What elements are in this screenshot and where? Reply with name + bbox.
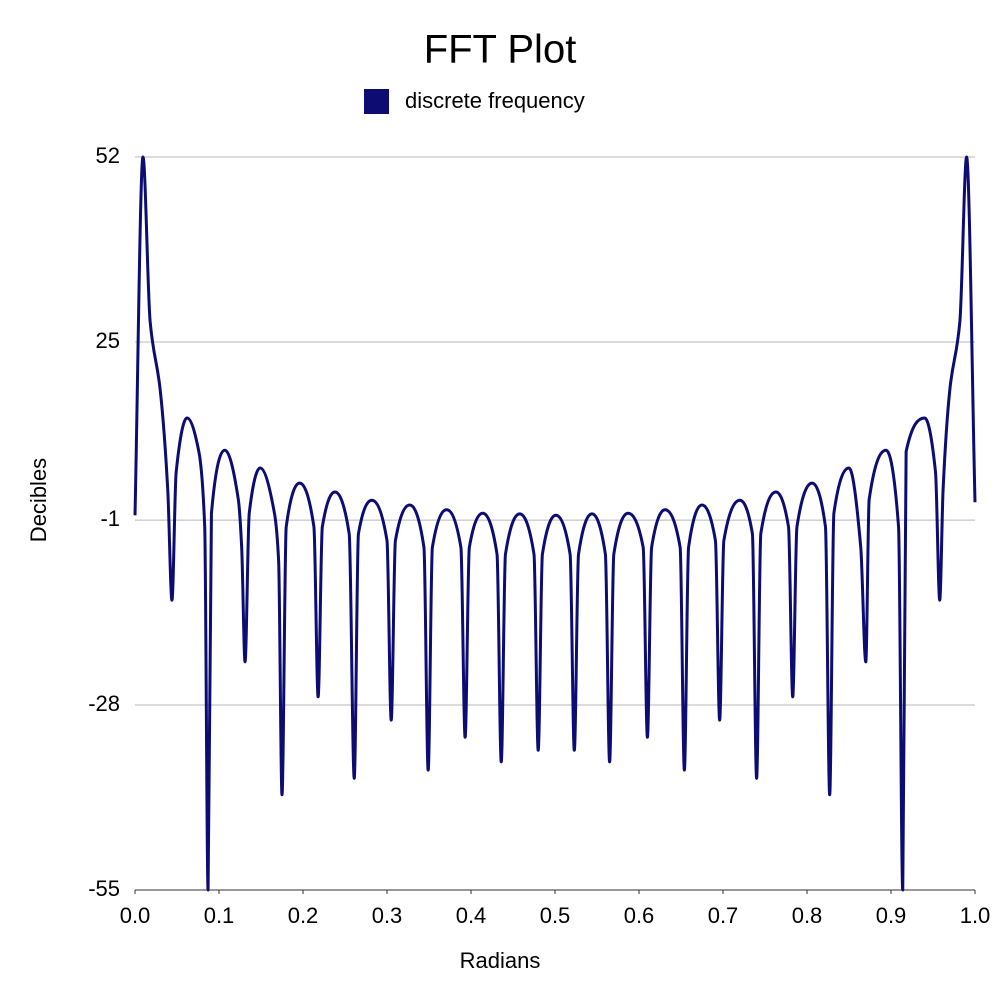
y-axis-title: Decibles: [26, 458, 51, 542]
x-tick-label: 0.3: [372, 903, 403, 928]
x-axis-title: Radians: [460, 948, 541, 973]
legend-swatch: [364, 89, 389, 114]
y-tick-label: -55: [88, 876, 120, 901]
x-tick-label: 0.1: [204, 903, 235, 928]
y-tick-label: 52: [96, 143, 120, 168]
x-tick-label: 0.4: [456, 903, 487, 928]
x-tick-label: 0.0: [120, 903, 151, 928]
x-tick-label: 1.0: [960, 903, 991, 928]
x-tick-label: 0.5: [540, 903, 571, 928]
y-tick-label: -28: [88, 691, 120, 716]
x-tick-label: 0.9: [876, 903, 907, 928]
y-tick-label: -1: [100, 506, 120, 531]
y-tick-label: 25: [96, 328, 120, 353]
legend-label: discrete frequency: [405, 88, 585, 113]
x-tick-label: 0.6: [624, 903, 655, 928]
x-tick-label: 0.2: [288, 903, 319, 928]
x-tick-label: 0.7: [708, 903, 739, 928]
line-series: [133, 155, 977, 892]
x-tick-label: 0.8: [792, 903, 823, 928]
chart-title: FFT Plot: [424, 28, 577, 72]
